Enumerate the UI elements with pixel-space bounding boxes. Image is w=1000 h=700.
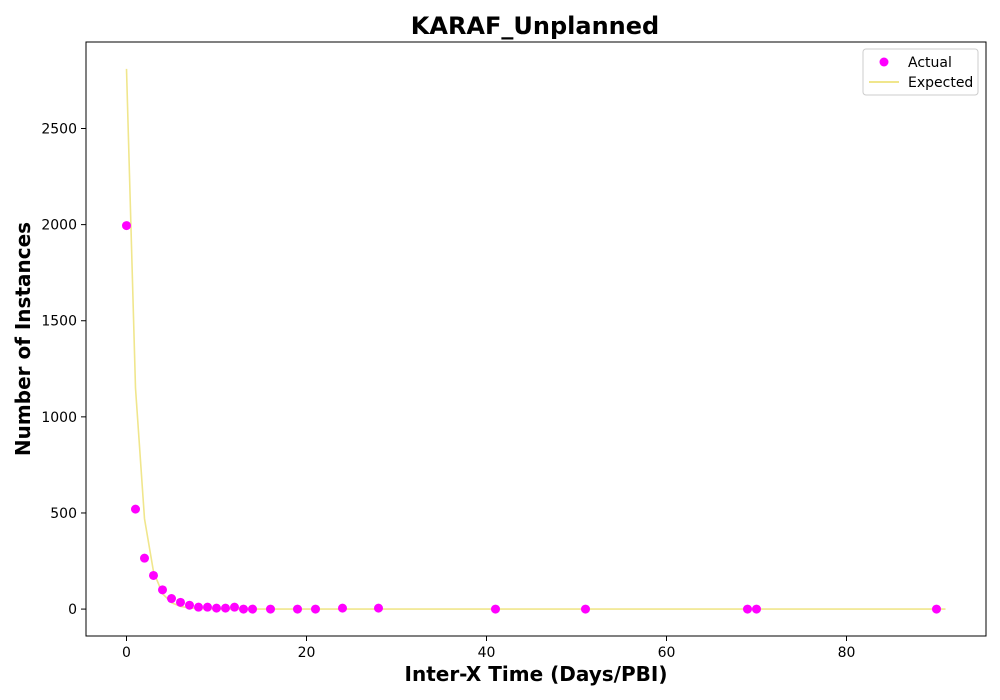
legend: Actual Expected (862, 48, 979, 96)
actual-data-point (212, 603, 221, 613)
actual-data-point (491, 604, 500, 614)
y-tick-label: 1000 (41, 410, 77, 426)
actual-data-point (203, 602, 212, 612)
legend-label-expected: Expected (908, 75, 973, 91)
actual-data-point (752, 604, 761, 614)
legend-marker-actual (879, 57, 889, 67)
actual-data-point (581, 604, 590, 614)
legend-label-actual: Actual (908, 55, 952, 71)
actual-points-layer (122, 221, 941, 614)
y-tick-label: 1500 (41, 314, 77, 330)
y-tick-label: 2000 (41, 218, 77, 234)
actual-data-point (149, 570, 158, 580)
actual-data-point (266, 604, 275, 614)
actual-data-point (176, 597, 185, 607)
y-axis-label: Number of Instances (11, 222, 35, 456)
y-axis: 0 500 1000 1500 2000 2500 (41, 122, 86, 618)
actual-data-point (374, 603, 383, 613)
actual-data-point (239, 604, 248, 614)
chart-title: KARAF_Unplanned (411, 12, 659, 40)
actual-data-point (185, 600, 194, 610)
actual-data-point (743, 604, 752, 614)
actual-data-point (338, 603, 347, 613)
expected-series-line (125, 68, 946, 610)
y-tick-label: 0 (68, 602, 77, 618)
plot-frame (85, 41, 987, 637)
x-tick-label: 0 (122, 645, 131, 661)
x-axis: 0 20 40 60 80 (122, 636, 855, 661)
x-tick-label: 40 (478, 645, 496, 661)
actual-data-point (293, 604, 302, 614)
actual-data-point (131, 504, 140, 514)
x-tick-label: 60 (658, 645, 676, 661)
actual-data-point (158, 585, 167, 595)
y-tick-label: 2500 (41, 122, 77, 138)
legend-box (862, 48, 979, 96)
actual-data-point (311, 604, 320, 614)
x-axis-label: Inter-X Time (Days/PBI) (405, 662, 668, 686)
expected-line-layer (125, 68, 946, 610)
y-tick-label: 500 (50, 506, 77, 522)
plot-background (86, 42, 986, 636)
x-tick-label: 20 (298, 645, 316, 661)
plot-area (85, 41, 987, 637)
actual-data-point (932, 604, 941, 614)
actual-data-point (230, 602, 239, 612)
actual-data-point (248, 604, 257, 614)
actual-data-point (221, 603, 230, 613)
actual-data-point (122, 221, 131, 231)
actual-data-point (140, 553, 149, 563)
actual-data-point (167, 594, 176, 604)
x-tick-label: 80 (838, 645, 856, 661)
actual-data-point (194, 602, 203, 612)
